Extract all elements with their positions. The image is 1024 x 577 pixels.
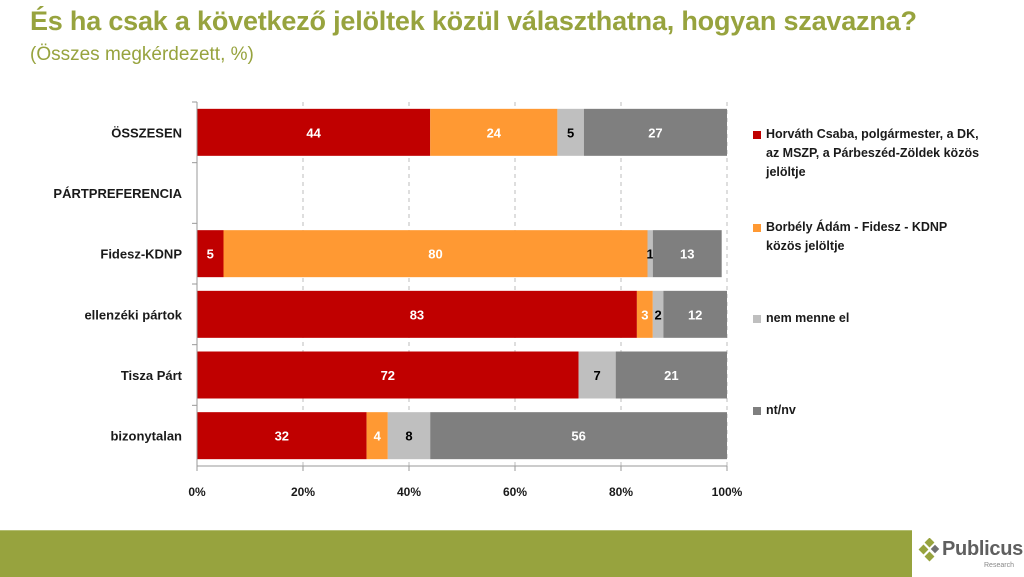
bar-segment xyxy=(652,230,722,278)
legend-item-nem-menne-el: nem menne el xyxy=(753,309,849,328)
bar-segment xyxy=(663,290,727,338)
data-label: 56 xyxy=(571,429,585,444)
x-tick-label: 100% xyxy=(712,485,743,499)
data-label: 1 xyxy=(647,247,654,262)
x-tick-label: 40% xyxy=(397,485,421,499)
data-label: 32 xyxy=(275,429,289,444)
bar-segment xyxy=(197,351,579,399)
data-label: 72 xyxy=(381,368,395,383)
bar-segment xyxy=(197,108,431,156)
category-label: bizonytalan xyxy=(110,429,182,444)
category-label: PÁRTPREFERENCIA xyxy=(53,186,182,201)
category-label: ellenzéki pártok xyxy=(84,307,182,322)
logo-subtitle: Research xyxy=(984,562,1014,569)
data-label: 4 xyxy=(374,429,382,444)
legend-label: Borbély Ádám - Fidesz - KDNP közös jelöl… xyxy=(766,220,948,253)
bar-segment xyxy=(197,290,637,338)
bar-segment xyxy=(583,108,727,156)
bar-segment xyxy=(197,412,367,460)
data-label: 2 xyxy=(654,307,661,322)
legend-swatch-icon xyxy=(753,315,761,323)
chart-title: És ha csak a következő jelöltek közül vá… xyxy=(30,6,917,36)
publicus-logo: Publicus Research xyxy=(918,538,1024,574)
data-label: 13 xyxy=(680,247,694,262)
x-tick-label: 0% xyxy=(188,485,206,499)
x-tick-labels: 0% 20% 40% 60% 80% 100% xyxy=(188,485,742,499)
legend-item-horvath: Horváth Csaba, polgármester, a DK, az MS… xyxy=(753,125,991,182)
data-label: 44 xyxy=(306,125,321,140)
legend-swatch-icon xyxy=(753,407,761,415)
bar-segment xyxy=(387,412,431,460)
data-label: 83 xyxy=(410,307,424,322)
footer-band xyxy=(0,530,912,577)
bar-segment xyxy=(223,230,648,278)
gridlines xyxy=(302,102,728,466)
bar-segment xyxy=(430,412,727,460)
legend-swatch-icon xyxy=(753,131,761,139)
axes xyxy=(192,101,728,471)
bar-segment xyxy=(647,230,653,278)
category-labels: ÖSSZESEN PÁRTPREFERENCIA Fidesz-KDNP ellenz… xyxy=(53,125,182,443)
data-label: 5 xyxy=(567,125,574,140)
data-label: 3 xyxy=(641,307,648,322)
data-label: 27 xyxy=(648,125,662,140)
bar-segment xyxy=(652,290,664,338)
bar-segment xyxy=(366,412,388,460)
data-label: 8 xyxy=(405,429,412,444)
data-label: 7 xyxy=(594,368,601,383)
category-label: ÖSSZESEN xyxy=(111,125,182,140)
legend-item-nt-nv: nt/nv xyxy=(753,401,796,420)
legend-item-borbely: Borbély Ádám - Fidesz - KDNP közös jelöl… xyxy=(753,218,976,256)
x-tick-label: 20% xyxy=(291,485,315,499)
logo-name: Publicus xyxy=(942,538,1023,560)
data-label: 5 xyxy=(207,247,214,262)
x-tick-label: 80% xyxy=(609,485,633,499)
legend-swatch-icon xyxy=(753,224,761,232)
data-label: 12 xyxy=(688,307,702,322)
x-tick-label: 60% xyxy=(503,485,527,499)
bar-segment xyxy=(578,351,616,399)
bar-segment xyxy=(615,351,727,399)
category-label: Fidesz-KDNP xyxy=(100,247,182,262)
logo-diamond-icon xyxy=(918,538,940,562)
chart-subtitle: (Összes megkérdezett, %) xyxy=(30,44,254,65)
bar-segment xyxy=(430,108,558,156)
data-label: 24 xyxy=(487,125,502,140)
data-label: 21 xyxy=(664,368,678,383)
data-label: 80 xyxy=(428,247,442,262)
bar-segment xyxy=(557,108,584,156)
bar-segment xyxy=(636,290,653,338)
legend-label: Horváth Csaba, polgármester, a DK, az MS… xyxy=(766,127,980,179)
legend-label: nt/nv xyxy=(766,403,796,417)
legend-label: nem menne el xyxy=(766,311,850,325)
category-label: Tisza Párt xyxy=(121,368,183,383)
bar-segment xyxy=(197,230,224,278)
